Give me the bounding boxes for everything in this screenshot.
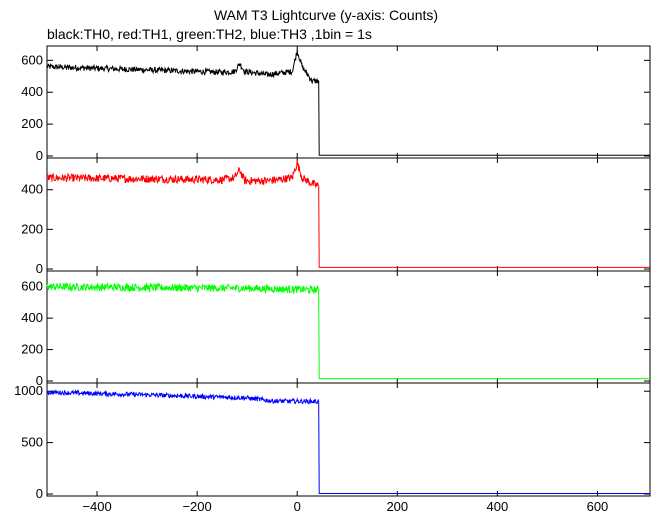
series-th0 <box>46 50 650 156</box>
panel-th1-frame <box>46 157 651 272</box>
chart-title: WAM T3 Lightcurve (y-axis: Counts) <box>213 7 439 23</box>
y-tick-label: 400 <box>21 84 43 99</box>
y-tick-label: 0 <box>36 486 43 501</box>
y-tick-label: 500 <box>21 435 43 450</box>
series-th2 <box>46 282 650 380</box>
y-tick-label: 200 <box>21 116 43 131</box>
x-tick-label: −400 <box>82 499 111 514</box>
y-tick-label: 0 <box>36 148 43 163</box>
x-tick-label: 200 <box>386 499 408 514</box>
y-tick-label: 600 <box>21 52 43 67</box>
panel-th3-frame <box>46 382 651 497</box>
y-tick-label: 400 <box>21 310 43 325</box>
x-tick-label: 600 <box>587 499 609 514</box>
series-th1 <box>46 160 650 268</box>
chart-subtitle: black:TH0, red:TH1, green:TH2, blue:TH3 … <box>47 26 372 42</box>
y-tick-label: 200 <box>21 221 43 236</box>
y-tick-label: 600 <box>21 279 43 294</box>
y-tick-label: 0 <box>36 261 43 276</box>
x-tick-label: −200 <box>182 499 211 514</box>
y-tick-label: 400 <box>21 182 43 197</box>
x-tick-label: 0 <box>294 499 301 514</box>
series-th3 <box>46 389 650 494</box>
y-tick-label: 200 <box>21 342 43 357</box>
x-tick-label: 400 <box>487 499 509 514</box>
panel-th0-frame <box>46 45 651 159</box>
y-tick-label: 1000 <box>14 383 43 398</box>
y-tick-label: 0 <box>36 373 43 388</box>
